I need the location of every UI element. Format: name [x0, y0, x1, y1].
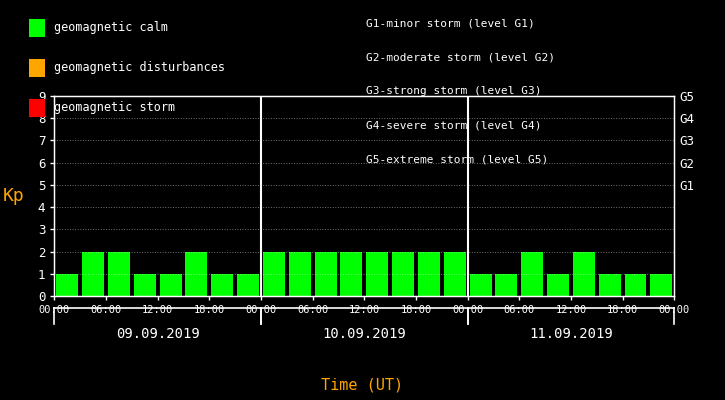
- Bar: [650, 274, 672, 296]
- Bar: [263, 252, 285, 296]
- Text: G5-extreme storm (level G5): G5-extreme storm (level G5): [366, 154, 548, 164]
- Text: 10.09.2019: 10.09.2019: [323, 327, 406, 341]
- Bar: [341, 252, 362, 296]
- Text: G1-minor storm (level G1): G1-minor storm (level G1): [366, 18, 535, 28]
- Bar: [57, 274, 78, 296]
- Bar: [599, 274, 621, 296]
- Bar: [289, 252, 311, 296]
- Bar: [315, 252, 336, 296]
- Text: geomagnetic storm: geomagnetic storm: [54, 102, 175, 114]
- Bar: [418, 252, 440, 296]
- Text: geomagnetic calm: geomagnetic calm: [54, 22, 167, 34]
- Text: geomagnetic disturbances: geomagnetic disturbances: [54, 62, 225, 74]
- Text: G4-severe storm (level G4): G4-severe storm (level G4): [366, 120, 542, 130]
- Bar: [237, 274, 259, 296]
- Bar: [108, 252, 130, 296]
- Text: 11.09.2019: 11.09.2019: [529, 327, 613, 341]
- Bar: [470, 274, 492, 296]
- Bar: [624, 274, 647, 296]
- Bar: [82, 252, 104, 296]
- Bar: [444, 252, 465, 296]
- Text: Time (UT): Time (UT): [321, 377, 404, 392]
- Text: Kp: Kp: [3, 187, 25, 205]
- Bar: [211, 274, 233, 296]
- Bar: [573, 252, 594, 296]
- Bar: [547, 274, 569, 296]
- Bar: [160, 274, 181, 296]
- Bar: [186, 252, 207, 296]
- Text: G3-strong storm (level G3): G3-strong storm (level G3): [366, 86, 542, 96]
- Text: 09.09.2019: 09.09.2019: [116, 327, 199, 341]
- Bar: [392, 252, 414, 296]
- Bar: [495, 274, 518, 296]
- Text: G2-moderate storm (level G2): G2-moderate storm (level G2): [366, 52, 555, 62]
- Bar: [366, 252, 388, 296]
- Bar: [521, 252, 543, 296]
- Bar: [134, 274, 156, 296]
